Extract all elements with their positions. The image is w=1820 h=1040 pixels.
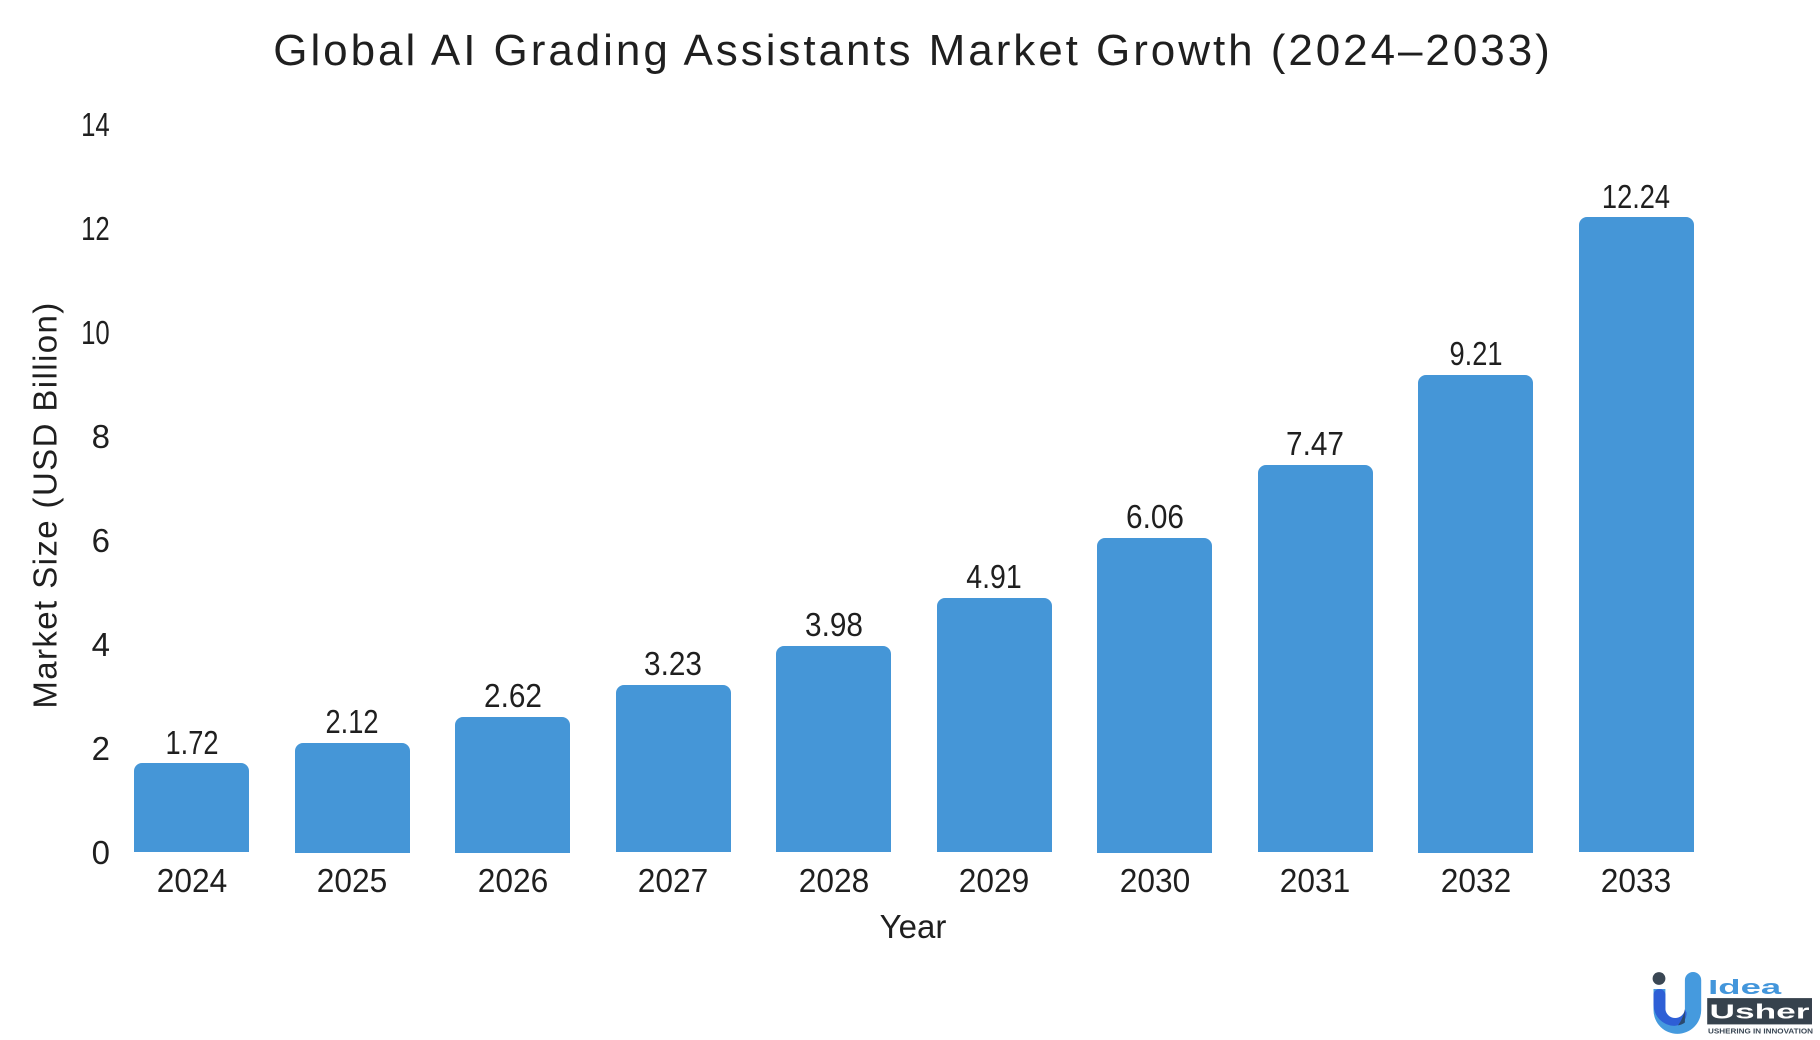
svg-text:Usher: Usher: [1710, 1002, 1810, 1024]
svg-text:Idea: Idea: [1708, 977, 1783, 999]
svg-text:USHERING IN INNOVATION: USHERING IN INNOVATION: [1708, 1027, 1813, 1036]
